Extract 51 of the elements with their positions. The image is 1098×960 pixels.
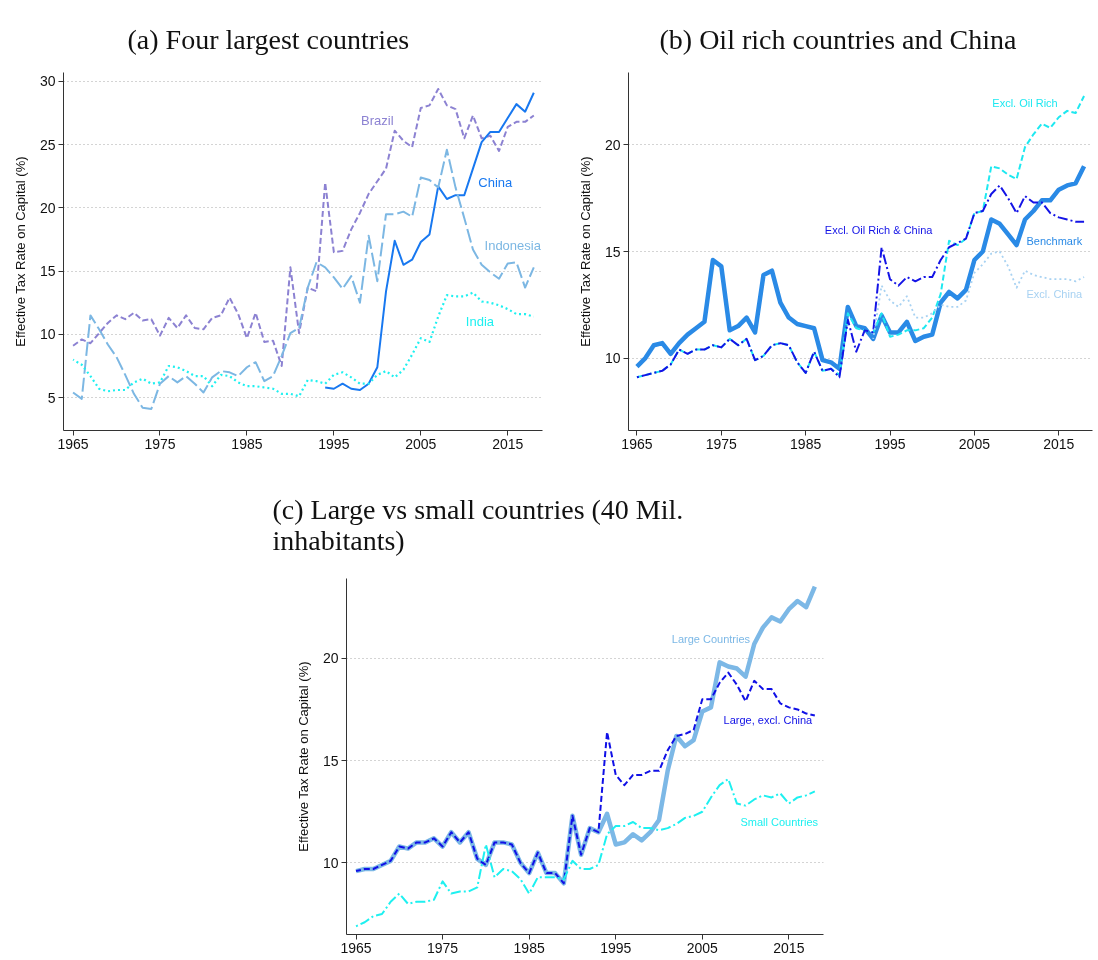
x-tick-label: 1995 xyxy=(600,939,632,956)
x-tick-label: 1995 xyxy=(874,435,906,452)
series-label: Brazil xyxy=(361,112,394,128)
x-tick-label: 1975 xyxy=(144,435,176,452)
y-tick-label: 10 xyxy=(322,854,339,871)
x-tick-label: 1985 xyxy=(790,435,822,452)
y-axis-title: Effective Tax Rate on Capital (%) xyxy=(577,156,593,347)
y-tick-label: 10 xyxy=(604,350,621,367)
series-label: Excl. Oil Rich & China xyxy=(824,224,934,237)
line-series xyxy=(71,291,535,398)
x-tick-label: 2005 xyxy=(405,435,437,452)
line-series xyxy=(355,778,816,928)
y-tick-label: 10 xyxy=(39,326,56,343)
x-tick-label: 1975 xyxy=(705,435,738,452)
y-tick-label: 5 xyxy=(47,389,56,406)
series-label: Benchmark xyxy=(1026,235,1083,248)
series-label: Large Countries xyxy=(671,633,751,646)
series-label: Indonesia xyxy=(484,238,542,254)
x-tick-label: 1975 xyxy=(427,939,459,956)
x-tick-label: 1965 xyxy=(621,435,653,452)
series-label: Small Countries xyxy=(740,816,819,829)
y-tick-label: 20 xyxy=(322,650,339,667)
series-label: India xyxy=(465,314,495,330)
series-label: Excl. Oil Rich xyxy=(992,97,1058,110)
y-tick-label: 20 xyxy=(604,136,621,153)
y-tick-label: 30 xyxy=(39,73,56,90)
x-tick-label: 2015 xyxy=(1043,435,1075,452)
x-tick-label: 1965 xyxy=(57,435,89,452)
x-tick-label: 2015 xyxy=(773,939,805,956)
y-axis-title: Effective Tax Rate on Capital (%) xyxy=(295,661,311,852)
chart-title: (b) Oil rich countries and China xyxy=(659,23,1017,55)
series-label: China xyxy=(478,175,514,191)
x-tick-label: 2015 xyxy=(492,435,524,452)
y-tick-label: 25 xyxy=(39,136,56,153)
series-label: Excl. China xyxy=(1026,288,1084,301)
y-axis-title: Effective Tax Rate on Capital (%) xyxy=(12,156,28,347)
y-tick-label: 15 xyxy=(322,752,339,769)
x-tick-label: 2005 xyxy=(686,939,719,956)
x-tick-label: 1985 xyxy=(513,939,545,956)
y-tick-label: 20 xyxy=(39,199,56,216)
chart-title: (a) Four largest countries xyxy=(127,23,410,55)
x-tick-label: 1985 xyxy=(231,435,263,452)
x-tick-label: 1965 xyxy=(340,939,372,956)
y-tick-label: 15 xyxy=(604,243,621,260)
line-series xyxy=(872,250,1085,340)
chart-title: (c) Large vs small countries (40 Mil. inhabitants) xyxy=(272,493,684,556)
x-tick-label: 2005 xyxy=(958,435,991,452)
line-series xyxy=(355,671,816,885)
y-tick-label: 15 xyxy=(39,263,56,280)
series-label: Large, excl. China xyxy=(723,713,814,726)
x-tick-label: 1995 xyxy=(318,435,350,452)
